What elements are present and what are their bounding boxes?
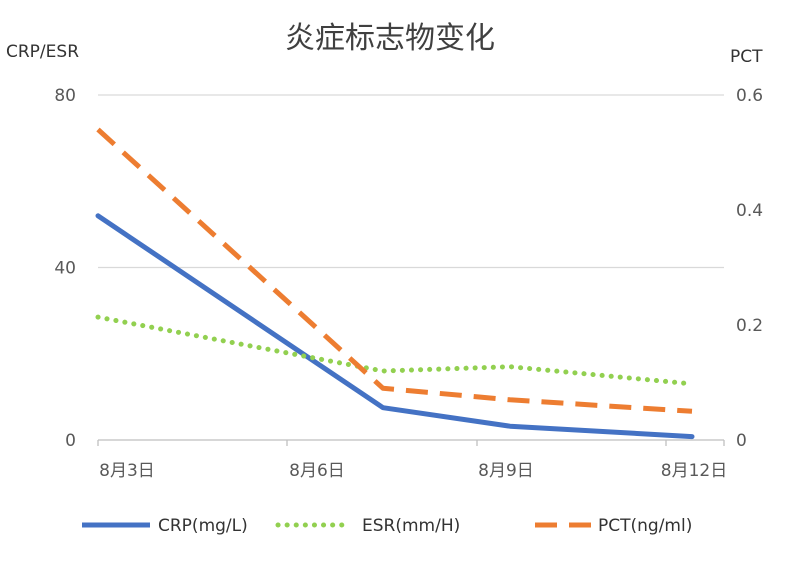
gridlines xyxy=(98,94,724,269)
series-lines xyxy=(95,127,695,440)
right-axis-title: PCT xyxy=(730,47,763,67)
series-line xyxy=(96,127,693,414)
left-y-tick-label: 80 xyxy=(54,86,76,106)
right-y-tick-label: 0.6 xyxy=(736,86,763,106)
left-axis-title: CRP/ESR xyxy=(6,42,79,62)
right-y-axis: 0 0.2 0.4 0.6 xyxy=(736,86,763,451)
x-tick-label: 8月12日 xyxy=(661,461,727,481)
left-y-tick-label: 40 xyxy=(54,259,76,279)
left-y-axis: 0 40 80 xyxy=(54,86,76,451)
right-y-tick-label: 0.4 xyxy=(736,201,763,221)
right-y-tick-label: 0.2 xyxy=(736,316,763,336)
x-tick-label: 8月9日 xyxy=(478,461,534,481)
x-tick-label: 8月6日 xyxy=(289,461,345,481)
right-y-tick-label: 0 xyxy=(736,431,747,451)
legend-label: ESR(mm/H) xyxy=(362,516,460,536)
chart-title: 炎症标志物变化 xyxy=(285,21,495,56)
left-y-tick-label: 0 xyxy=(65,431,76,451)
x-tick-label: 8月3日 xyxy=(99,461,155,481)
x-axis: 8月3日 8月6日 8月9日 8月12日 xyxy=(97,439,727,481)
series-line xyxy=(95,314,695,387)
series-line xyxy=(95,213,695,440)
legend-label: PCT(ng/ml) xyxy=(598,516,692,536)
legend: CRP(mg/L) ESR(mm/H) PCT(ng/ml) xyxy=(82,516,692,536)
legend-label: CRP(mg/L) xyxy=(158,516,248,536)
